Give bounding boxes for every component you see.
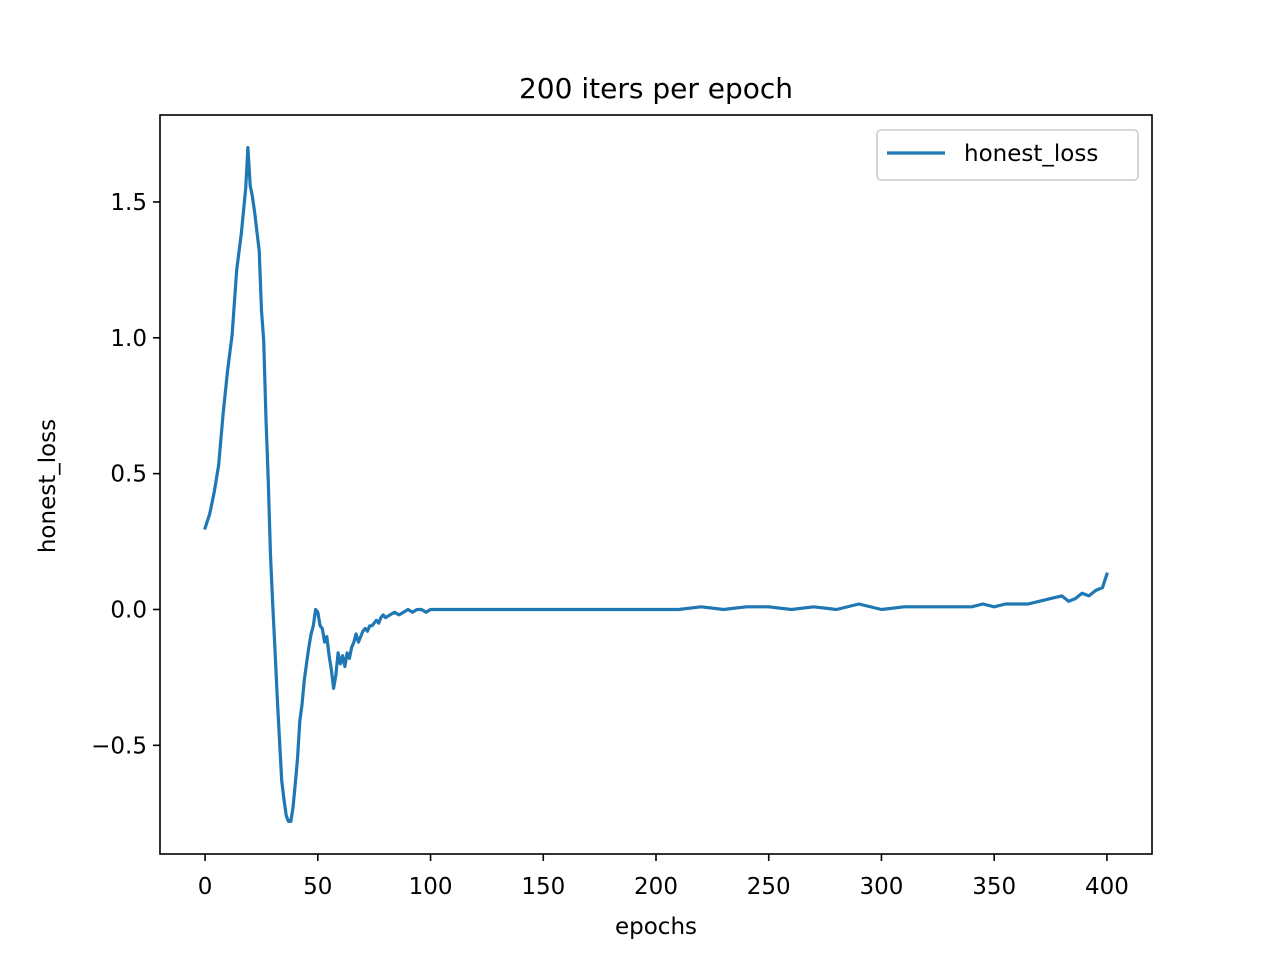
y-tick-label: 0.0 (110, 597, 147, 623)
x-tick-label: 50 (303, 874, 332, 900)
series-layer (203, 146, 1109, 824)
y-tick-label: 1.5 (110, 190, 147, 216)
y-tick-label: −0.5 (91, 733, 147, 759)
y-axis-label: honest_loss (35, 419, 61, 553)
y-tick-label: 1.0 (110, 326, 147, 352)
x-tick-label: 200 (634, 874, 678, 900)
axes-frame (159, 114, 1153, 855)
legend-label-honest-loss: honest_loss (964, 141, 1098, 167)
y-axis-ticks: −0.5 0.0 0.5 1.0 1.5 (91, 190, 160, 759)
x-axis-ticks: 0 50 100 150 200 250 300 350 400 (198, 854, 1129, 900)
series-line-honest-loss (203, 146, 1109, 824)
x-tick-label: 100 (409, 874, 453, 900)
x-tick-label: 400 (1085, 874, 1129, 900)
x-tick-label: 250 (747, 874, 791, 900)
x-tick-label: 150 (521, 874, 565, 900)
x-tick-label: 300 (860, 874, 904, 900)
plot-area: 0 50 100 150 200 250 300 350 400 −0.5 0.0 0.5 1.0 1.… (91, 114, 1153, 900)
chart-title: 200 iters per epoch (519, 72, 793, 105)
legend-box (876, 129, 1139, 181)
x-axis-label: epochs (615, 914, 697, 940)
x-tick-label: 0 (198, 874, 213, 900)
legend: honest_loss (876, 129, 1139, 181)
x-tick-label: 350 (972, 874, 1016, 900)
y-tick-label: 0.5 (110, 462, 147, 488)
